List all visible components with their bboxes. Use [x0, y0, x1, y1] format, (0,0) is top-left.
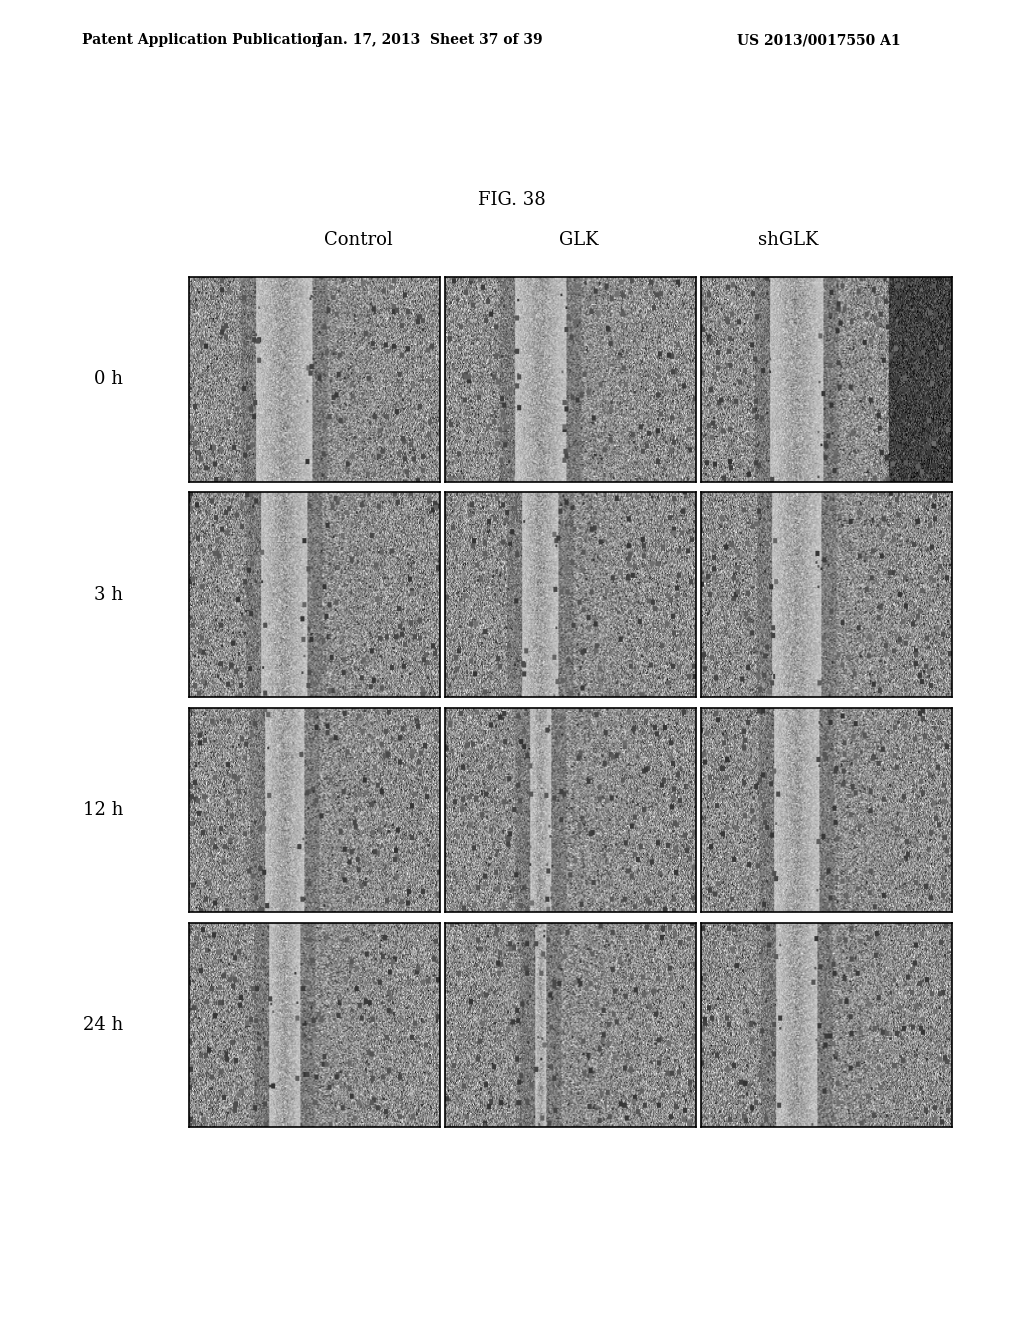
Text: US 2013/0017550 A1: US 2013/0017550 A1 [737, 33, 901, 48]
Text: Control: Control [324, 231, 393, 249]
Text: 0 h: 0 h [94, 371, 123, 388]
Text: FIG. 38: FIG. 38 [478, 191, 546, 210]
Text: 12 h: 12 h [83, 801, 123, 818]
Text: shGLK: shGLK [759, 231, 818, 249]
Text: Patent Application Publication: Patent Application Publication [82, 33, 322, 48]
Text: 24 h: 24 h [83, 1016, 123, 1034]
Text: GLK: GLK [559, 231, 598, 249]
Text: Jan. 17, 2013  Sheet 37 of 39: Jan. 17, 2013 Sheet 37 of 39 [317, 33, 543, 48]
Text: 3 h: 3 h [94, 586, 123, 603]
